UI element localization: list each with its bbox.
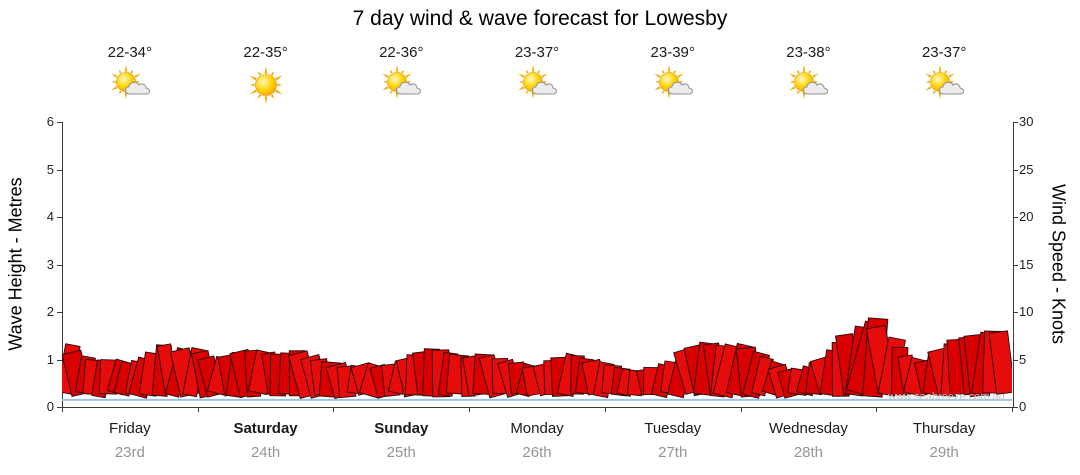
date-label: 24th bbox=[250, 444, 281, 461]
right-tick-label: 10 bbox=[1019, 304, 1034, 319]
temperature-range: 23-38° bbox=[786, 44, 831, 61]
left-tick bbox=[57, 169, 62, 171]
right-tick bbox=[1013, 312, 1018, 313]
left-tick-label: 1 bbox=[46, 351, 54, 367]
date-label: 27th bbox=[658, 444, 688, 461]
weather-icon-wrap bbox=[512, 65, 562, 109]
date-label: 26th bbox=[522, 444, 552, 461]
x-tick bbox=[876, 407, 878, 412]
right-tick bbox=[1013, 264, 1018, 266]
right-tick bbox=[1013, 122, 1018, 123]
forecast-day-sunday: 22-36° bbox=[376, 44, 426, 109]
day-label: Tuesday bbox=[644, 420, 702, 437]
left-tick-label: 0 bbox=[46, 399, 54, 414]
left-tick bbox=[57, 122, 62, 123]
temperature-range: 23-37° bbox=[921, 44, 967, 61]
watermark: www.seabreeze.com.au bbox=[888, 391, 1005, 403]
x-tick bbox=[469, 407, 471, 412]
weather-icon-wrap bbox=[376, 65, 426, 109]
x-tick bbox=[740, 407, 742, 412]
right-tick bbox=[1013, 217, 1018, 218]
right-tick-label: 5 bbox=[1019, 351, 1027, 367]
left-tick bbox=[57, 407, 62, 408]
temperature-range: 23-37° bbox=[514, 44, 560, 61]
x-tick bbox=[604, 407, 606, 412]
date-label: 29th bbox=[929, 444, 959, 461]
sun-cloud-icon bbox=[382, 65, 422, 99]
right-tick-label: 20 bbox=[1019, 209, 1034, 224]
weather-icon-wrap bbox=[783, 65, 833, 109]
weather-icon-wrap bbox=[241, 65, 291, 109]
sun-cloud-icon bbox=[654, 65, 693, 99]
sun-cloud-icon bbox=[518, 65, 558, 99]
weather-icon-wrap bbox=[919, 65, 969, 109]
sun-icon bbox=[249, 66, 283, 104]
x-tick bbox=[1012, 407, 1013, 412]
wind-chart-svg bbox=[62, 317, 1012, 401]
left-tick-label: 5 bbox=[46, 161, 54, 177]
day-label: Friday bbox=[109, 420, 151, 437]
right-tick-label: 15 bbox=[1019, 256, 1034, 272]
left-tick-label: 2 bbox=[46, 304, 54, 319]
temperature-range: 22-36° bbox=[379, 44, 424, 61]
right-tick-label: 0 bbox=[1019, 399, 1027, 414]
left-tick-label: 3 bbox=[46, 256, 54, 272]
forecast-day-wednesday: 23-38° bbox=[783, 44, 833, 109]
right-tick bbox=[1013, 359, 1018, 361]
day-label: Sunday bbox=[374, 420, 429, 437]
day-label: Saturday bbox=[233, 420, 298, 437]
x-tick bbox=[197, 407, 199, 412]
day-label: Wednesday bbox=[768, 420, 848, 437]
left-axis-title: Wave Height - Metres bbox=[5, 177, 26, 351]
date-label: 23rd bbox=[114, 444, 145, 461]
right-tick-label: 30 bbox=[1019, 114, 1034, 129]
sun-cloud-icon bbox=[789, 65, 829, 99]
left-tick-label: 6 bbox=[46, 114, 54, 129]
forecast-day-tuesday: 23-39° bbox=[648, 44, 698, 109]
date-label: 28th bbox=[793, 444, 824, 461]
right-tick bbox=[1013, 407, 1018, 408]
left-tick-label: 4 bbox=[46, 209, 54, 224]
chart-title: 7 day wind & wave forecast for Lowesby bbox=[352, 7, 728, 30]
day-label: Thursday bbox=[912, 420, 976, 437]
temperature-range: 22-34° bbox=[107, 44, 153, 61]
forecast-day-saturday: 22-35° bbox=[241, 44, 291, 109]
right-axis-title: Wind Speed - Knots bbox=[1048, 183, 1069, 345]
left-tick bbox=[57, 217, 62, 218]
forecast-day-friday: 22-34° bbox=[105, 44, 155, 109]
left-tick bbox=[57, 264, 62, 266]
sun-cloud-icon bbox=[925, 65, 965, 99]
temperature-range: 23-39° bbox=[650, 44, 695, 61]
right-tick-label: 25 bbox=[1019, 161, 1034, 177]
left-tick bbox=[57, 312, 62, 313]
forecast-day-thursday: 23-37° bbox=[919, 44, 969, 109]
date-label: 25th bbox=[386, 444, 416, 461]
day-label: Monday bbox=[510, 420, 564, 437]
temperature-range: 22-35° bbox=[243, 44, 288, 61]
forecast-day-monday: 23-37° bbox=[512, 44, 562, 109]
x-tick bbox=[333, 407, 335, 412]
weather-icon-wrap bbox=[105, 65, 155, 109]
left-tick bbox=[57, 359, 62, 361]
weather-icon-wrap bbox=[648, 65, 698, 109]
x-tick bbox=[62, 407, 63, 412]
sun-cloud-icon bbox=[111, 65, 150, 99]
right-tick bbox=[1013, 169, 1018, 171]
